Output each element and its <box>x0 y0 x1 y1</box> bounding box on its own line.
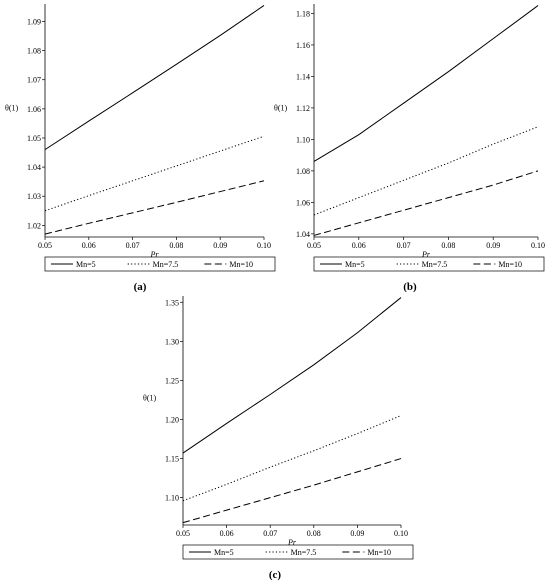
y-tick-label: 1.08 <box>27 47 41 56</box>
x-tick-label: 0.09 <box>350 529 364 538</box>
y-tick-label: 1.20 <box>165 415 179 424</box>
y-tick-label: 1.35 <box>165 298 179 307</box>
x-tick-label: 0.10 <box>257 241 271 250</box>
x-tick-label: 0.07 <box>263 529 277 538</box>
legend-box <box>44 256 276 272</box>
x-tick-label: 0.08 <box>441 241 455 250</box>
x-tick-label: 0.06 <box>220 529 234 538</box>
y-axis-label: θ(1) <box>274 104 287 113</box>
chart-panel-0: 0.05 0.06 0.07 0.08 0.09 0.10 1.02 1.03 1.04 1.05… <box>5 4 276 293</box>
y-tick-label: 1.03 <box>27 192 41 201</box>
y-tick-label: 1.04 <box>296 230 310 239</box>
legend-label: Mn=7.5 <box>291 548 317 557</box>
legend-label: Mn=5 <box>345 260 365 269</box>
legend: Mn=5 Mn=7.5 Mn=10 <box>44 256 276 272</box>
series-line-mn-5 <box>182 297 402 454</box>
y-tick-label: 1.12 <box>296 104 310 113</box>
x-tick-label: 0.09 <box>486 241 500 250</box>
x-axis-label: Pr <box>150 250 160 259</box>
chart-panel-2: 0.05 0.06 0.07 0.08 0.09 0.10 1.10 1.15 1.20 1.25… <box>143 296 414 581</box>
y-tick-label: 1.14 <box>296 72 310 81</box>
series-line-mn-10 <box>313 170 539 236</box>
legend-label: Mn=10 <box>367 548 391 557</box>
x-axis-label: Pr <box>421 250 431 259</box>
y-axis-label: θ(1) <box>143 394 156 403</box>
y-tick-label: 1.08 <box>296 167 310 176</box>
x-tick-label: 0.06 <box>82 241 96 250</box>
x-tick-label: 0.08 <box>307 529 321 538</box>
legend-box <box>182 544 414 560</box>
legend: Mn=5 Mn=7.5 Mn=10 <box>313 256 545 272</box>
legend: Mn=5 Mn=7.5 Mn=10 <box>182 544 414 560</box>
y-tick-label: 1.30 <box>165 337 179 346</box>
panel-label: (a) <box>134 281 147 293</box>
y-axis-label: θ(1) <box>5 104 18 113</box>
y-tick-label: 1.10 <box>165 494 179 503</box>
x-tick-label: 0.05 <box>38 241 52 250</box>
y-tick-label: 1.07 <box>27 76 41 85</box>
series-line-mn-10 <box>44 180 265 235</box>
y-tick-label: 1.09 <box>27 17 41 26</box>
y-tick-label: 1.16 <box>296 41 310 50</box>
series-line-mn-7-5 <box>182 415 402 502</box>
legend-label: Mn=5 <box>76 260 96 269</box>
legend-label: Mn=7.5 <box>422 260 448 269</box>
y-tick-label: 1.06 <box>27 105 41 114</box>
y-tick-label: 1.10 <box>296 135 310 144</box>
y-tick-label: 1.25 <box>165 376 179 385</box>
legend-label: Mn=7.5 <box>153 260 179 269</box>
series-line-mn-7-5 <box>44 135 265 212</box>
x-tick-label: 0.06 <box>352 241 366 250</box>
y-tick-label: 1.04 <box>27 163 41 172</box>
x-tick-label: 0.10 <box>394 529 408 538</box>
x-tick-label: 0.05 <box>176 529 190 538</box>
series-line-mn-5 <box>44 5 265 151</box>
legend-label: Mn=10 <box>229 260 253 269</box>
y-tick-label: 1.05 <box>27 134 41 143</box>
x-tick-label: 0.08 <box>169 241 183 250</box>
chart-panel-1: 0.05 0.06 0.07 0.08 0.09 0.10 1.04 1.06 1.08 1.10… <box>274 4 545 293</box>
x-tick-label: 0.09 <box>213 241 227 250</box>
x-tick-label: 0.07 <box>126 241 140 250</box>
legend-label: Mn=10 <box>498 260 522 269</box>
legend-label: Mn=5 <box>214 548 234 557</box>
x-tick-label: 0.07 <box>397 241 411 250</box>
series-line-mn-5 <box>313 5 539 162</box>
x-axis-label: Pr <box>287 538 297 547</box>
y-tick-label: 1.15 <box>165 455 179 464</box>
legend-box <box>313 256 545 272</box>
x-tick-label: 0.10 <box>531 241 545 250</box>
y-tick-label: 1.02 <box>27 221 41 230</box>
y-tick-label: 1.06 <box>296 198 310 207</box>
panel-label: (b) <box>403 281 417 293</box>
panel-label: (c) <box>269 569 282 581</box>
series-line-mn-10 <box>182 458 402 524</box>
x-tick-label: 0.05 <box>307 241 321 250</box>
y-tick-label: 1.18 <box>296 9 310 18</box>
series-line-mn-7-5 <box>313 126 539 216</box>
